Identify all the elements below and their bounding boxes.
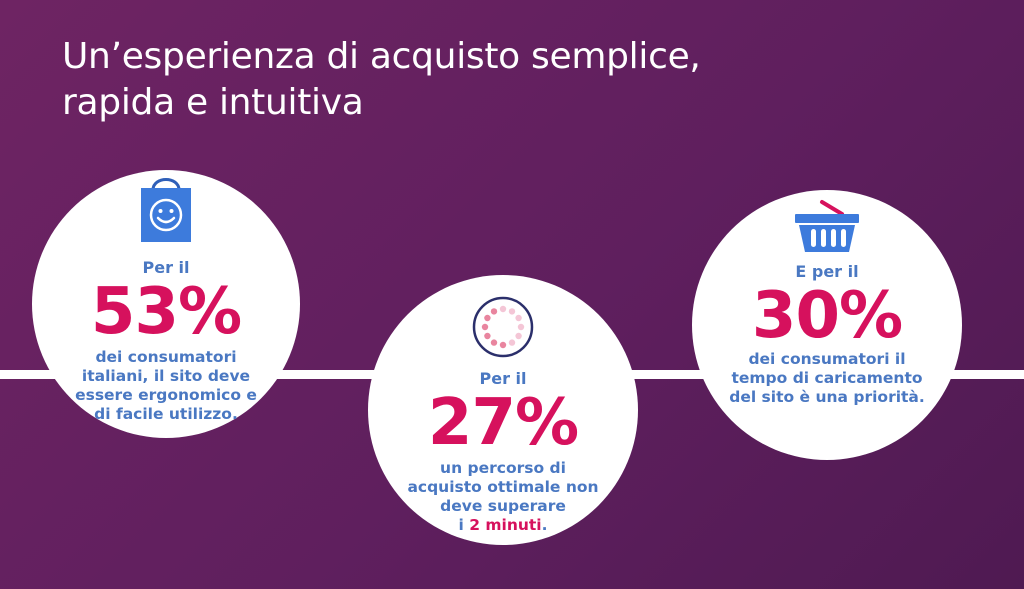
spinner-dot: [499, 305, 507, 313]
spinner-dot: [508, 339, 516, 346]
stat-circle-30: E per il 30% dei consumatori il tempo di…: [692, 190, 962, 460]
desc-line: i: [458, 516, 470, 534]
spinner-dot: [515, 314, 522, 322]
spinner-dot: [490, 308, 498, 315]
stat-value: 27%: [427, 386, 579, 460]
stat-circle-27: Per il 27% un percorso di acquisto ottim…: [368, 275, 638, 545]
shopping-bag-smiley-icon: [135, 174, 197, 248]
stat-description: un percorso di acquisto ottimale non dev…: [368, 459, 638, 535]
page-title: Un’esperienza di acquisto semplice, rapi…: [62, 34, 822, 126]
desc-line: tempo di caricamento: [731, 369, 923, 387]
stat-value: 53%: [90, 275, 242, 349]
spinner-dot: [481, 323, 489, 331]
stat-description: dei consumatori il tempo di caricamento …: [692, 350, 962, 407]
desc-highlight: 2 minuti: [469, 516, 542, 534]
spinner-dot: [484, 314, 491, 322]
desc-line: acquisto ottimale non: [407, 478, 599, 496]
shopping-basket-icon: [792, 198, 862, 258]
desc-line: dei consumatori il: [748, 350, 906, 368]
desc-line: del sito è una priorità.: [729, 388, 925, 406]
stat-value: 30%: [751, 279, 903, 353]
desc-line: di facile utilizzo.: [94, 405, 238, 423]
stat-prefix: Per il: [479, 369, 527, 388]
stat-prefix: Per il: [142, 258, 190, 277]
title-line-1: Un’esperienza di acquisto semplice,: [62, 36, 701, 77]
desc-line: un percorso di: [440, 459, 566, 477]
spinner-dot: [490, 339, 498, 346]
spinner-dot: [499, 341, 507, 349]
stat-circle-53: Per il 53% dei consumatori italiani, il …: [32, 170, 300, 438]
desc-suffix: .: [541, 516, 548, 534]
spinner-dot: [508, 308, 516, 315]
loading-spinner-icon: [471, 295, 535, 363]
stat-description: dei consumatori italiani, il sito deve e…: [32, 348, 300, 424]
desc-line: deve superare: [440, 497, 566, 515]
spinner-dot: [517, 323, 525, 331]
desc-line: essere ergonomico e: [75, 386, 257, 404]
stat-prefix: E per il: [795, 262, 859, 281]
title-line-2: rapida e intuitiva: [62, 82, 364, 123]
desc-line: dei consumatori: [95, 348, 237, 366]
desc-line: italiani, il sito deve: [81, 367, 251, 385]
spinner-dot: [484, 332, 491, 340]
spinner-dot: [515, 332, 522, 340]
